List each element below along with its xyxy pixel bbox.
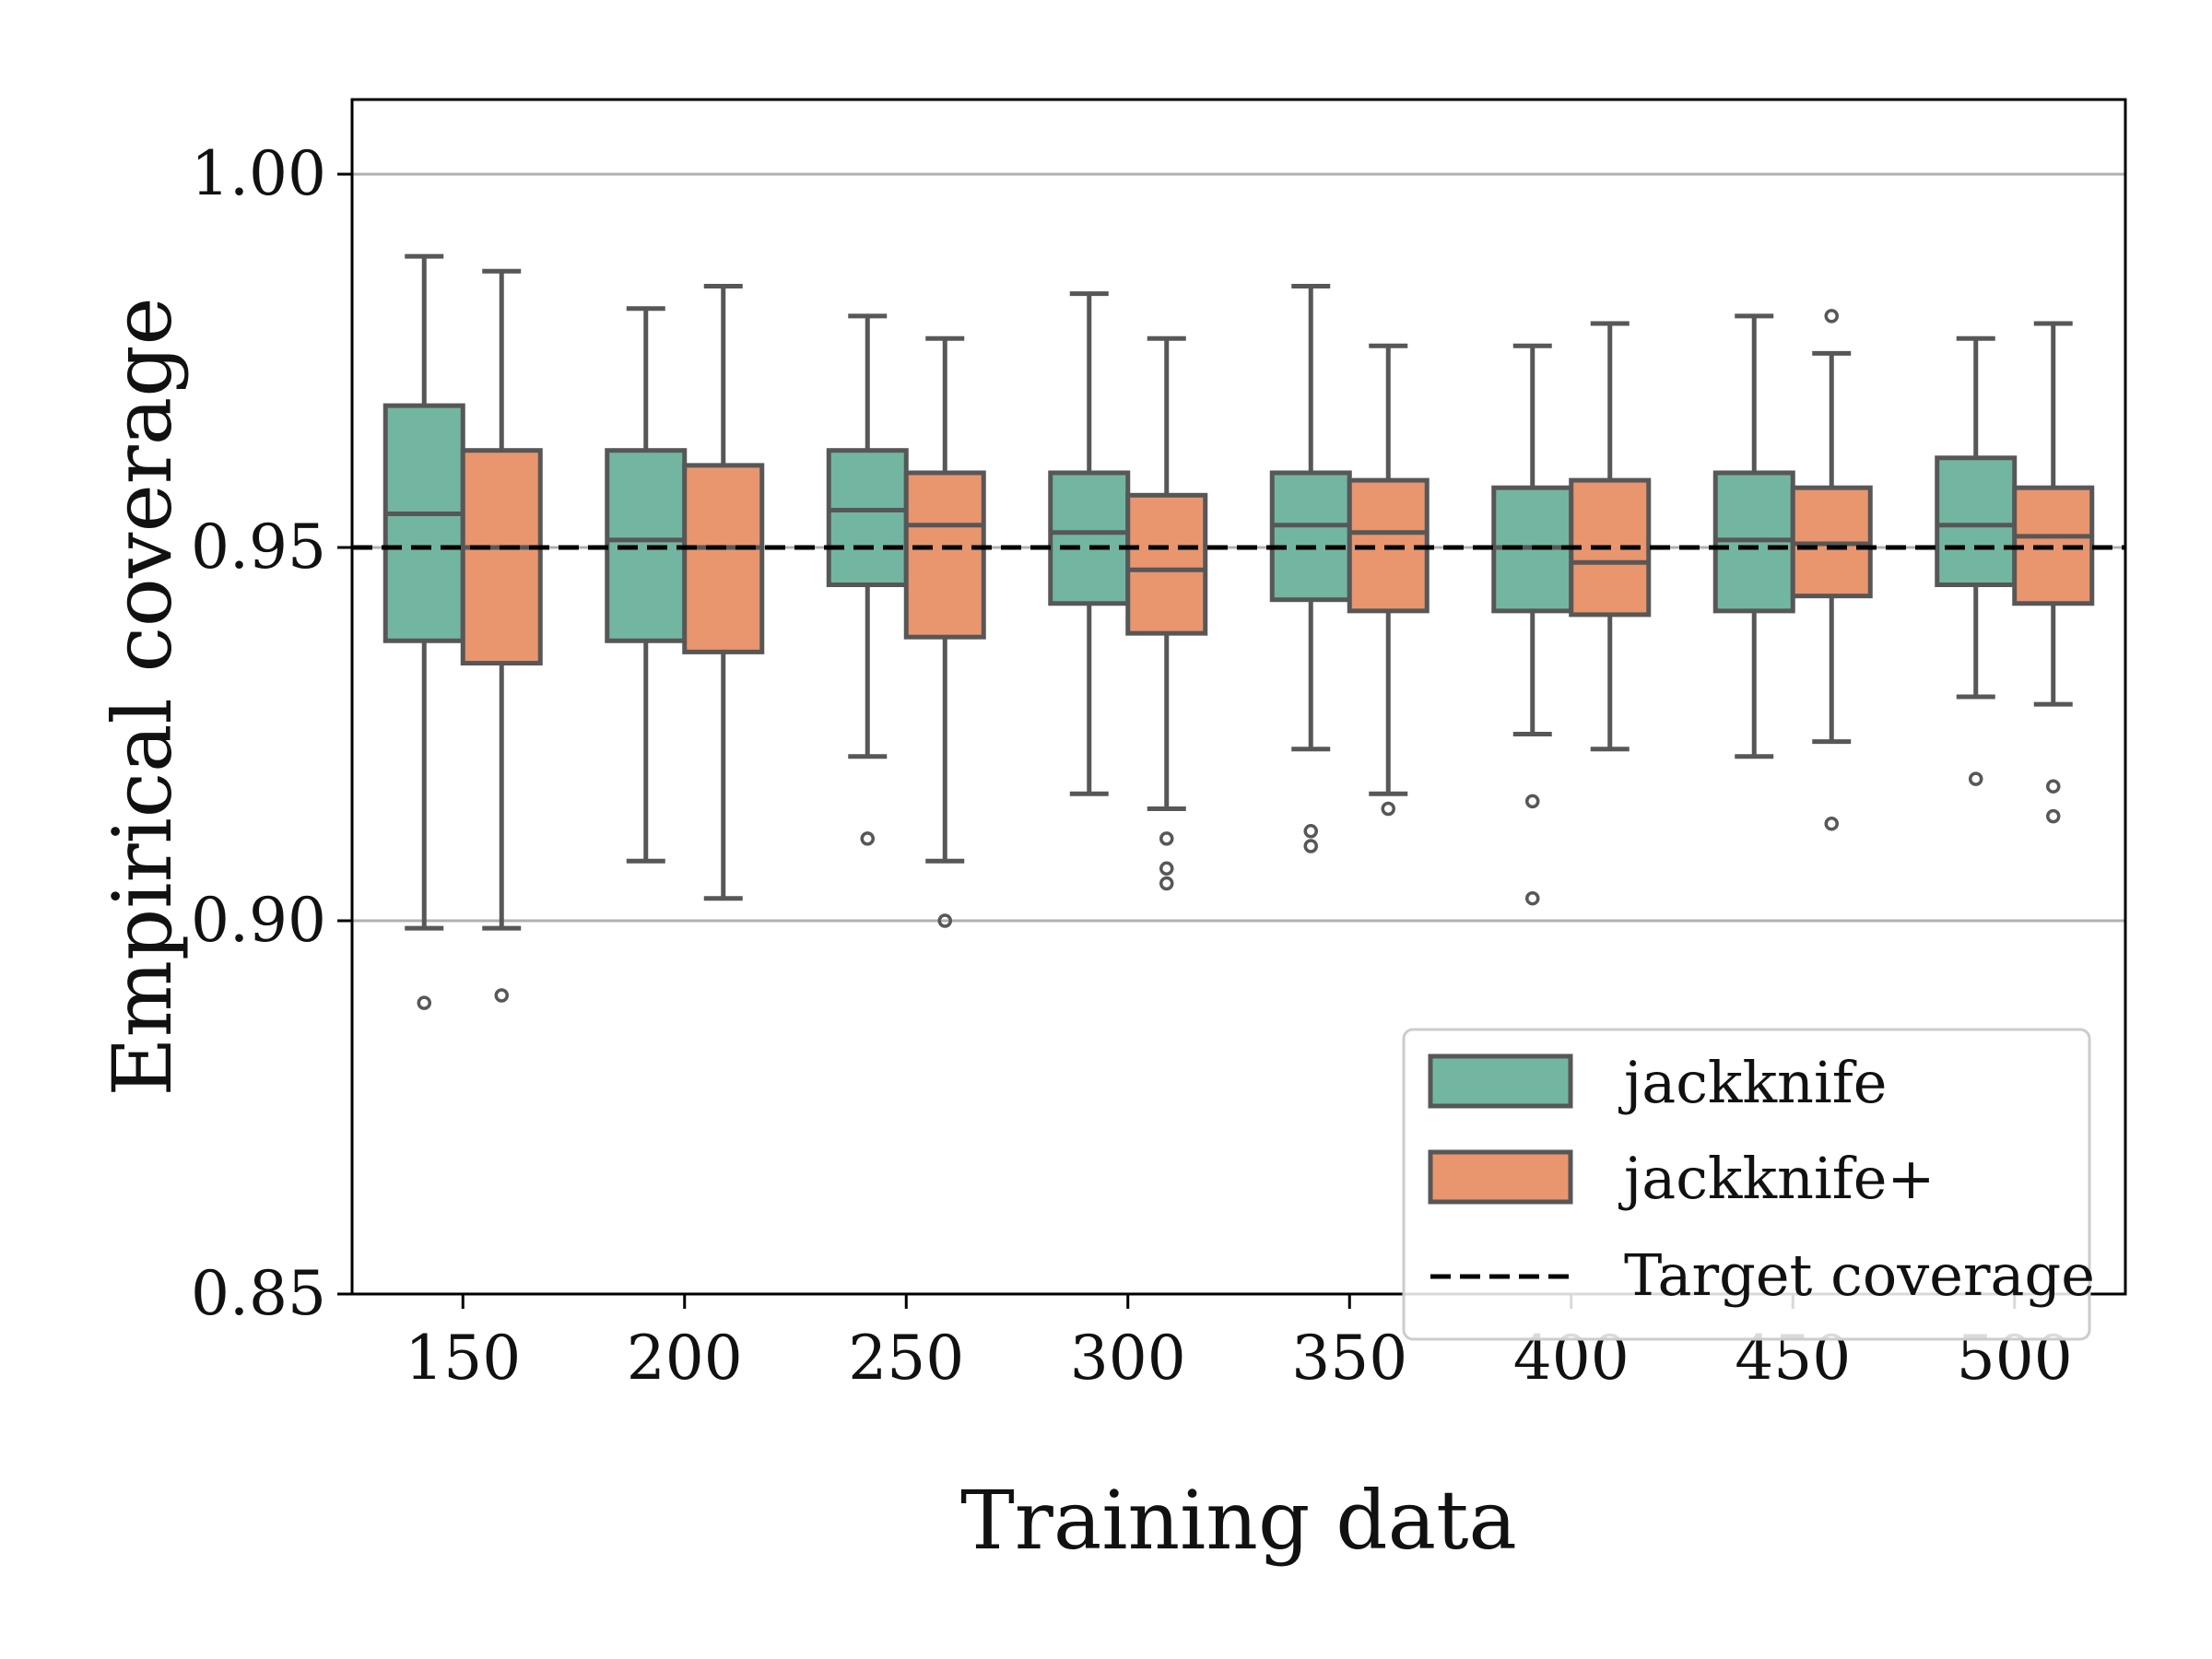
outlier-jackknife-plus-500-1 — [2046, 808, 2061, 824]
legend-label-target-coverage: Target coverage — [1624, 1241, 2095, 1309]
x-tick-label-200: 200 — [627, 1323, 743, 1394]
outlier-jackknife-plus-250-0 — [937, 913, 952, 928]
outlier-jackknife-plus-150-0 — [494, 988, 509, 1003]
box-body-jackknife-500 — [1935, 455, 2018, 587]
box-body-jackknife-plus-200 — [682, 463, 765, 654]
box-body-jackknife-350 — [1269, 470, 1352, 603]
box-body-jackknife-plus-150 — [460, 448, 543, 666]
outlier-jackknife-plus-450-0 — [1824, 309, 1839, 324]
box-jackknife-plus-450 — [1790, 309, 1873, 831]
outlier-jackknife-500-0 — [1969, 771, 1983, 786]
legend: jackknife jackknife+ Target coverage — [1402, 1028, 2095, 1341]
box-jackknife-plus-200 — [682, 284, 765, 901]
outlier-jackknife-plus-300-1 — [1159, 861, 1174, 877]
plot-frame — [350, 98, 2127, 1296]
box-jackknife-150 — [382, 253, 465, 1010]
outlier-jackknife-350-1 — [1303, 839, 1318, 853]
boxes — [382, 253, 2095, 1010]
legend-label-jackknife: jackknife — [1618, 1049, 1887, 1116]
box-body-jackknife-250 — [826, 448, 909, 588]
y-tick-label-1.00: 1.00 — [191, 138, 326, 209]
x-tick-label-150: 150 — [405, 1323, 521, 1394]
x-axis-label: Training data — [960, 1473, 1517, 1568]
y-tick-label-0.90: 0.90 — [191, 885, 326, 956]
x-tick-label-350: 350 — [1291, 1323, 1407, 1394]
y-axis-ticks: 0.85 0.90 0.95 1.00 — [191, 138, 352, 1329]
x-tick-label-300: 300 — [1070, 1323, 1186, 1394]
box-jackknife-plus-300 — [1125, 335, 1208, 891]
legend-frame — [1402, 1028, 2091, 1341]
outlier-jackknife-400-1 — [1525, 890, 1540, 906]
box-body-jackknife-plus-250 — [903, 470, 986, 640]
outlier-jackknife-plus-500-0 — [2046, 779, 2061, 794]
outlier-jackknife-400-0 — [1525, 794, 1540, 809]
legend-swatch-jackknife-plus — [1428, 1149, 1573, 1205]
y-tick-label-0.95: 0.95 — [191, 512, 326, 582]
box-body-jackknife-300 — [1048, 470, 1131, 606]
x-tick-label-250: 250 — [848, 1323, 964, 1394]
y-tick-label-0.85: 0.85 — [191, 1258, 326, 1329]
box-body-jackknife-plus-300 — [1125, 492, 1208, 636]
outlier-jackknife-plus-450-1 — [1824, 816, 1839, 831]
legend-swatch-jackknife — [1428, 1053, 1573, 1109]
outlier-jackknife-350-0 — [1303, 824, 1318, 839]
box-jackknife-plus-150 — [460, 268, 543, 1003]
box-jackknife-plus-250 — [903, 335, 986, 928]
outlier-jackknife-150-0 — [417, 995, 431, 1010]
outlier-jackknife-plus-300-2 — [1159, 876, 1174, 891]
outlier-jackknife-250-0 — [860, 831, 875, 846]
y-axis-label: Empirical coverage — [95, 297, 190, 1096]
box-body-jackknife-150 — [382, 403, 465, 643]
box-jackknife-500 — [1935, 335, 2018, 786]
outlier-jackknife-plus-300-0 — [1159, 831, 1174, 846]
legend-label-jackknife-plus: jackknife+ — [1618, 1145, 1935, 1212]
outlier-jackknife-plus-350-0 — [1381, 801, 1395, 817]
